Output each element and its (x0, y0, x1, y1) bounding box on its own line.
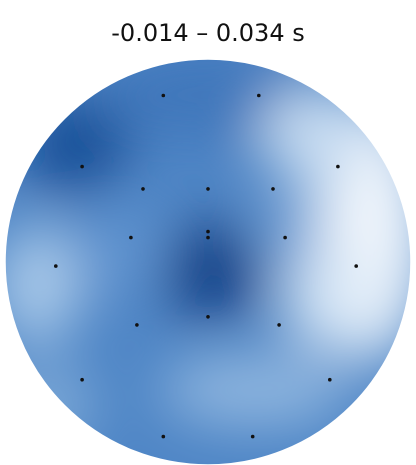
light-blob-bottom (160, 354, 350, 426)
sensor-point (129, 235, 133, 240)
dark-blob-center (156, 222, 264, 318)
sensor-point (206, 235, 210, 240)
mid-blob-top (95, 59, 315, 140)
sensor-point (354, 264, 359, 268)
sensor-point (80, 377, 84, 382)
sensor-point (206, 229, 210, 234)
head-outline (4, 58, 412, 465)
sensor-point (161, 434, 166, 439)
heatmap-blobs (5, 59, 411, 443)
sensor-point (54, 264, 58, 268)
sensor-point (336, 164, 340, 169)
light-blob-left (5, 225, 80, 345)
sensor-point (328, 377, 332, 382)
mid-blob-right (250, 200, 320, 270)
light-blob-right-mid (285, 250, 375, 350)
sensor-point (161, 93, 166, 98)
sensor-point (283, 235, 287, 240)
sensor-point (206, 315, 210, 319)
sensor-point (141, 187, 145, 191)
sensor-point (257, 93, 261, 98)
chart-title: -0.014 – 0.034 s (111, 19, 305, 47)
mid-blob-left (72, 207, 172, 297)
sensor-layer (54, 93, 359, 439)
sensor-point (277, 323, 281, 327)
light-blob-right-upper (260, 87, 370, 183)
sensor-point (206, 187, 210, 191)
sensor-point (250, 434, 255, 439)
sensor-point (135, 323, 139, 327)
sensor-point (271, 187, 275, 191)
sensor-point (80, 164, 84, 169)
heatmap-surface (5, 59, 411, 465)
